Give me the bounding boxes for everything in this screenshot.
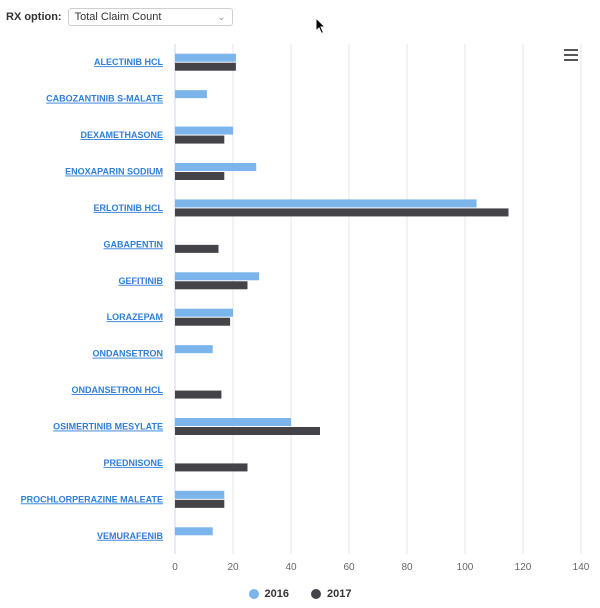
legend-label-2017: 2017: [327, 588, 352, 600]
bar-2016: [175, 90, 207, 99]
bar-2017: [175, 317, 231, 326]
category-label[interactable]: ONDANSETRON: [92, 349, 163, 359]
bar-2016: [175, 163, 257, 171]
category-label[interactable]: GEFITINIB: [119, 276, 164, 286]
bar-2016: [175, 527, 213, 536]
rx-option-label: RX option:: [6, 11, 62, 23]
category-label[interactable]: ONDANSETRON HCL: [72, 385, 164, 395]
bar-2016: [175, 53, 236, 62]
bar-2017: [175, 172, 225, 180]
bar-2016: [175, 345, 213, 354]
x-tick-label: 80: [401, 562, 413, 573]
category-label[interactable]: PROCHLORPERAZINE MALEATE: [21, 494, 163, 504]
bar-2016: [175, 418, 291, 426]
x-tick-label: 100: [457, 562, 474, 573]
bar-2017: [175, 244, 219, 253]
x-tick-label: 20: [227, 562, 239, 573]
bar-2016: [175, 490, 225, 499]
category-label[interactable]: OSIMERTINIB MESYLATE: [53, 422, 163, 432]
category-label[interactable]: CABOZANTINIB S-MALATE: [46, 94, 163, 104]
x-tick-label: 40: [285, 562, 297, 573]
bar-2017: [175, 427, 320, 435]
rx-option-select[interactable]: Total Claim Count ⌄: [67, 8, 233, 26]
x-tick-label: 120: [515, 562, 532, 573]
x-tick-label: 140: [573, 562, 590, 573]
bar-2017: [175, 208, 509, 217]
mouse-cursor-icon: [315, 17, 327, 35]
bar-2017: [175, 62, 236, 71]
legend-label-2016: 2016: [264, 588, 289, 600]
bar-2016: [175, 272, 260, 281]
chevron-down-icon: ⌄: [217, 11, 226, 23]
category-label[interactable]: ENOXAPARIN SODIUM: [65, 167, 163, 177]
bar-2016: [175, 126, 233, 135]
x-tick-label: 60: [343, 562, 355, 573]
x-tick-label: 0: [172, 562, 178, 573]
bar-2017: [175, 281, 248, 290]
bar-chart: 0 20 40 60 80 100 120 140 ALECTINIB HCL CABOZANTI…: [21, 44, 590, 573]
category-label[interactable]: PREDNISONE: [103, 458, 163, 468]
category-label[interactable]: DEXAMETHASONE: [80, 130, 163, 140]
chart-legend: 2016 2017: [0, 588, 600, 600]
category-label[interactable]: ALECTINIB HCL: [94, 57, 163, 67]
chart-container: 0 20 40 60 80 100 120 140 ALECTINIB HCL CABOZANTI…: [8, 36, 592, 606]
category-label[interactable]: VEMURAFENIB: [97, 531, 164, 541]
rx-option-control: RX option: Total Claim Count ⌄: [6, 8, 233, 26]
legend-marker-2017: [311, 589, 321, 599]
category-label[interactable]: LORAZEPAM: [107, 312, 163, 322]
legend-item-2017[interactable]: 2017: [311, 588, 351, 600]
category-label[interactable]: GABAPENTIN: [103, 239, 163, 249]
legend-item-2016[interactable]: 2016: [248, 588, 289, 600]
bar-2016: [175, 199, 477, 208]
bar-2017: [175, 135, 225, 144]
bar-2017: [175, 390, 222, 399]
bar-2017: [175, 463, 248, 472]
bar-2017: [175, 499, 225, 508]
category-label[interactable]: ERLOTINIB HCL: [94, 203, 164, 213]
hamburger-menu-icon[interactable]: [564, 49, 578, 64]
rx-option-value: Total Claim Count: [74, 11, 162, 23]
legend-marker-2016: [248, 589, 259, 599]
bar-2016: [175, 308, 233, 317]
